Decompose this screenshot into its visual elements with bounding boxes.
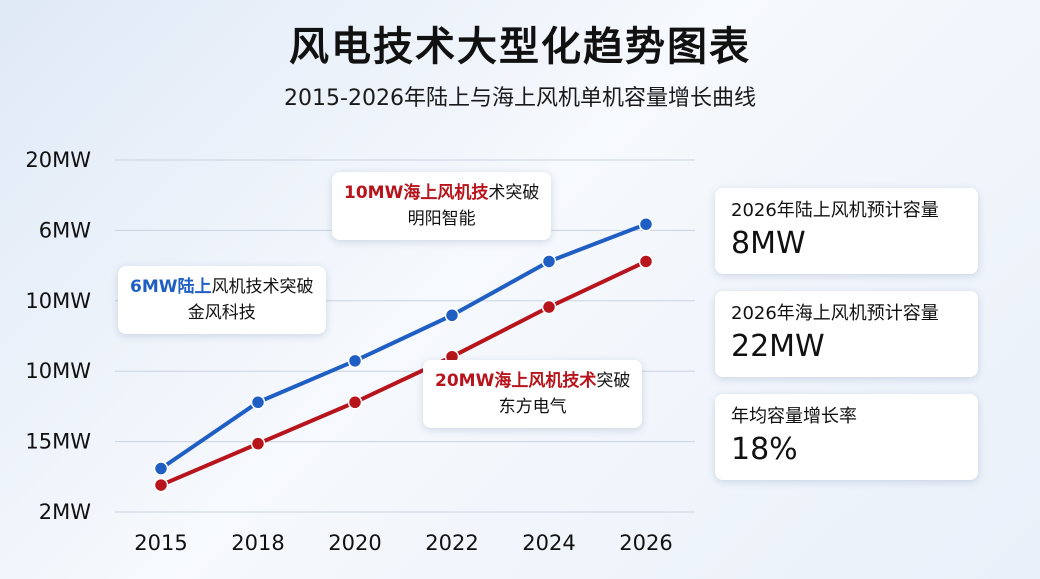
- series-line-0: [159, 222, 648, 471]
- x-tick-label: 2024: [522, 531, 575, 555]
- stat-card-offshore-capacity: 2026年海上风机预计容量 22MW: [715, 291, 978, 377]
- annotation-highlight: 6MW陆上: [130, 277, 212, 297]
- x-tick-label: 2020: [328, 531, 381, 555]
- chart-title: 风电技术大型化趋势图表: [289, 24, 751, 70]
- stat-label: 年均容量增长率: [731, 406, 857, 427]
- data-point-1: [347, 395, 363, 410]
- data-point-1: [541, 299, 557, 315]
- annotation-offshore-20mw: 20MW海上风机技术突破 东方电气: [423, 360, 643, 428]
- annotation-company: 东方电气: [498, 397, 567, 417]
- annotation-text: 风机技术突破: [211, 277, 314, 297]
- data-point-0: [153, 461, 169, 476]
- chart-subtitle: 2015-2026年陆上与海上风机单机容量增长曲线: [284, 86, 756, 111]
- x-tick-label: 2015: [134, 531, 187, 555]
- data-point-1: [250, 436, 266, 451]
- annotation-text: 术突破: [488, 183, 540, 203]
- y-tick-label: 6MW: [39, 218, 91, 242]
- x-tick-label: 2018: [231, 531, 284, 555]
- annotation-onshore-6mw: 6MW陆上风机技术突破 金风科技: [118, 266, 326, 334]
- data-point-0: [444, 308, 460, 323]
- annotation-text: 突破: [596, 371, 631, 391]
- stat-label: 2026年陆上风机预计容量: [731, 200, 939, 221]
- y-tick-label: 10MW: [25, 359, 91, 383]
- data-point-0: [347, 353, 363, 369]
- data-point-0: [541, 254, 557, 269]
- annotation-highlight: 20MW海上风机技术: [435, 371, 597, 391]
- y-tick-label: 10MW: [25, 289, 91, 313]
- data-point-0: [250, 395, 266, 410]
- y-tick-label: 15MW: [25, 430, 91, 454]
- y-tick-label: 2MW: [39, 500, 91, 524]
- x-tick-label: 2026: [619, 531, 672, 555]
- annotation-company: 明阳智能: [407, 209, 476, 229]
- stat-card-onshore-capacity: 2026年陆上风机预计容量 8MW: [715, 188, 978, 274]
- stat-card-growth-rate: 年均容量增长率 18%: [715, 394, 978, 480]
- data-point-1: [638, 254, 654, 269]
- annotation-highlight: 10MW海上风机技: [344, 183, 489, 203]
- data-point-0: [638, 216, 654, 232]
- annotation-company: 金风科技: [187, 303, 256, 323]
- annotation-offshore-10mw: 10MW海上风机技术突破 明阳智能: [332, 172, 552, 240]
- data-point-1: [153, 477, 169, 493]
- stat-value: 18%: [731, 432, 798, 467]
- y-tick-label: 20MW: [25, 148, 91, 172]
- stat-value: 8MW: [731, 226, 806, 261]
- stat-label: 2026年海上风机预计容量: [731, 303, 939, 324]
- stat-value: 22MW: [731, 329, 825, 364]
- x-tick-label: 2022: [425, 531, 478, 555]
- series-line-1: [159, 259, 648, 488]
